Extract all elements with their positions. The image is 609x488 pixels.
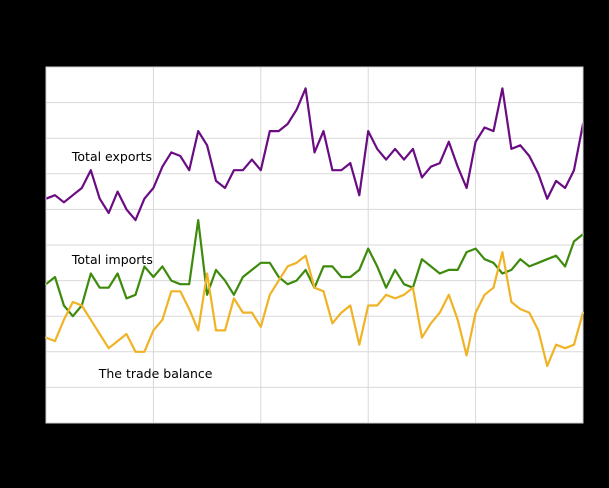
- series-group: [44, 87, 585, 368]
- series-line-total-exports: [44, 87, 585, 222]
- plot-border: [45, 66, 584, 424]
- series-line-the-trade-balance: [44, 251, 585, 368]
- series-label: Total imports: [71, 252, 153, 267]
- series-label: The trade balance: [98, 366, 213, 381]
- series-label: Total exports: [71, 149, 152, 164]
- series-labels: Total exports Total imports The trade bala…: [71, 149, 213, 381]
